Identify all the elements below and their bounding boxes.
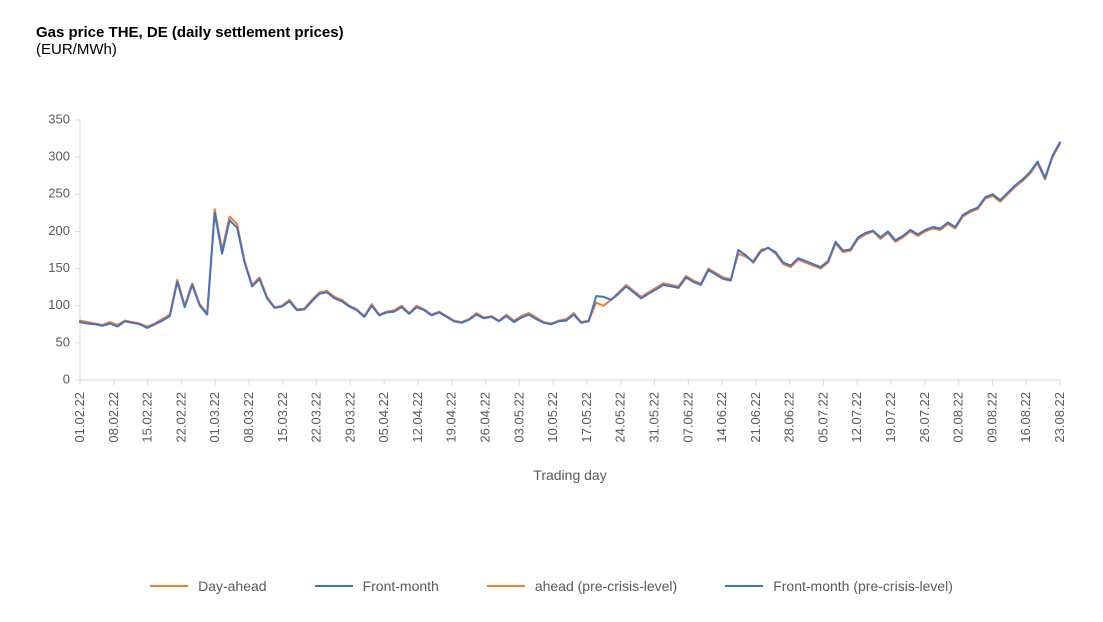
svg-text:01.02.22: 01.02.22 [72, 392, 87, 443]
legend-item-front-month-precrisis: Front-month (pre-crisis-level) [725, 578, 953, 594]
legend-item-ahead-precrisis: ahead (pre-crisis-level) [487, 578, 677, 594]
svg-text:12.04.22: 12.04.22 [410, 392, 425, 443]
svg-text:22.02.22: 22.02.22 [173, 392, 188, 443]
svg-text:10.05.22: 10.05.22 [545, 392, 560, 443]
svg-text:150: 150 [48, 260, 70, 275]
legend-swatch [487, 585, 525, 587]
svg-text:0: 0 [63, 371, 70, 386]
svg-text:01.03.22: 01.03.22 [207, 392, 222, 443]
svg-text:12.07.22: 12.07.22 [849, 392, 864, 443]
chart-subtitle: (EUR/MWh) [36, 41, 344, 58]
svg-text:17.05.22: 17.05.22 [579, 392, 594, 443]
svg-text:15.02.22: 15.02.22 [140, 392, 155, 443]
svg-text:100: 100 [48, 297, 70, 312]
svg-text:22.03.22: 22.03.22 [309, 392, 324, 443]
legend-swatch [150, 585, 188, 587]
chart-legend: Day-ahead Front-month ahead (pre-crisis-… [0, 578, 1103, 594]
svg-text:Trading day: Trading day [533, 467, 606, 483]
legend-label: Front-month [363, 578, 439, 594]
svg-text:09.08.22: 09.08.22 [984, 392, 999, 443]
svg-text:08.03.22: 08.03.22 [241, 392, 256, 443]
svg-text:16.08.22: 16.08.22 [1018, 392, 1033, 443]
svg-text:07.06.22: 07.06.22 [680, 392, 695, 443]
legend-swatch [725, 585, 763, 587]
svg-text:24.05.22: 24.05.22 [613, 392, 628, 443]
chart-title: Gas price THE, DE (daily settlement pric… [36, 24, 344, 41]
legend-item-front-month: Front-month [315, 578, 439, 594]
svg-text:08.02.22: 08.02.22 [106, 392, 121, 443]
chart-titles: Gas price THE, DE (daily settlement pric… [36, 24, 344, 58]
svg-text:03.05.22: 03.05.22 [511, 392, 526, 443]
svg-text:05.07.22: 05.07.22 [815, 392, 830, 443]
svg-text:21.06.22: 21.06.22 [748, 392, 763, 443]
legend-item-day-ahead: Day-ahead [150, 578, 267, 594]
legend-swatch [315, 585, 353, 587]
line-chart: 0 50 100 150 200 250 300 350 01.02.22 08.02.22 15.… [0, 80, 1103, 580]
series-line [80, 142, 1060, 328]
svg-text:300: 300 [48, 149, 70, 164]
chart-container: Gas price THE, DE (daily settlement pric… [0, 0, 1103, 622]
svg-text:19.07.22: 19.07.22 [883, 392, 898, 443]
svg-text:23.08.22: 23.08.22 [1052, 392, 1067, 443]
svg-text:05.04.22: 05.04.22 [376, 392, 391, 443]
legend-label: ahead (pre-crisis-level) [535, 578, 677, 594]
svg-text:200: 200 [48, 223, 70, 238]
svg-text:350: 350 [48, 111, 70, 126]
svg-text:26.07.22: 26.07.22 [917, 392, 932, 443]
svg-text:14.06.22: 14.06.22 [714, 392, 729, 443]
svg-text:29.03.22: 29.03.22 [342, 392, 357, 443]
svg-text:50: 50 [56, 334, 70, 349]
svg-text:31.05.22: 31.05.22 [646, 392, 661, 443]
legend-label: Front-month (pre-crisis-level) [773, 578, 953, 594]
legend-label: Day-ahead [198, 578, 267, 594]
svg-text:250: 250 [48, 186, 70, 201]
svg-text:28.06.22: 28.06.22 [782, 392, 797, 443]
svg-text:19.04.22: 19.04.22 [444, 392, 459, 443]
svg-text:02.08.22: 02.08.22 [951, 392, 966, 443]
svg-text:26.04.22: 26.04.22 [478, 392, 493, 443]
svg-text:15.03.22: 15.03.22 [275, 392, 290, 443]
